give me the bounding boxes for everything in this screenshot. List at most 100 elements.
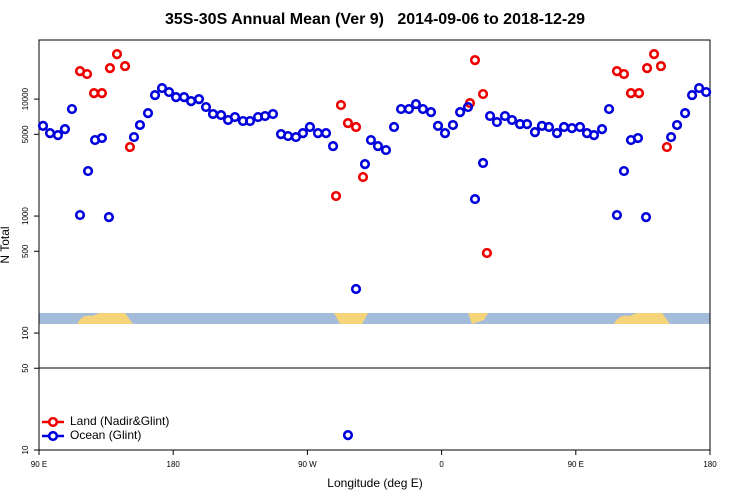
point — [640, 211, 652, 223]
point — [477, 88, 489, 100]
point — [403, 103, 415, 115]
land-strip — [468, 313, 488, 324]
point — [596, 123, 608, 135]
point — [665, 131, 677, 143]
y-axis-label: N Total — [0, 226, 12, 263]
point — [74, 209, 86, 221]
point — [694, 82, 705, 94]
point — [156, 82, 168, 94]
point — [365, 134, 377, 146]
point — [388, 121, 400, 133]
point — [432, 120, 444, 131]
point — [481, 247, 493, 259]
point — [229, 111, 241, 123]
point — [499, 110, 511, 122]
point — [81, 68, 93, 80]
point — [687, 89, 698, 101]
y-tick-label: 10000 — [21, 87, 30, 110]
point — [82, 165, 94, 177]
point — [350, 121, 362, 133]
x-tick-label: 0 — [439, 460, 444, 469]
point — [632, 132, 644, 144]
point — [551, 127, 563, 139]
point — [200, 101, 212, 113]
x-axis-label: Longitude (deg E) — [327, 476, 422, 490]
point — [163, 86, 175, 98]
point — [477, 157, 489, 169]
y-tick-label: 1000 — [21, 207, 30, 225]
land-strip — [614, 313, 670, 324]
land-strip — [77, 313, 133, 324]
point — [454, 107, 466, 118]
point — [462, 101, 474, 113]
point — [142, 107, 154, 119]
point — [506, 114, 518, 126]
point — [380, 144, 392, 156]
point — [335, 99, 347, 111]
point — [521, 119, 533, 130]
point — [611, 209, 623, 221]
point — [215, 109, 227, 121]
point — [244, 115, 256, 127]
point — [543, 121, 555, 133]
point — [59, 123, 71, 135]
point — [104, 63, 116, 74]
map-strip — [39, 313, 710, 324]
point — [491, 116, 503, 128]
y-tick-label: 10 — [21, 445, 30, 454]
point — [618, 165, 630, 177]
point — [679, 107, 691, 119]
point — [103, 211, 115, 223]
x-tick-label: 90 E — [568, 460, 584, 469]
point — [372, 140, 384, 152]
point — [128, 131, 140, 143]
point — [439, 127, 451, 139]
point — [342, 430, 354, 441]
point — [701, 86, 712, 98]
point — [149, 89, 161, 101]
point — [671, 119, 683, 131]
x-tick-label: 90 E — [31, 460, 47, 469]
point — [648, 48, 660, 60]
point — [66, 103, 78, 115]
point — [588, 130, 600, 141]
point — [410, 99, 422, 110]
point — [469, 54, 481, 66]
point — [603, 103, 615, 115]
y-tick-label: 5000 — [21, 125, 30, 143]
point — [661, 141, 673, 153]
x-tick-label: 180 — [167, 460, 181, 469]
x-tick-label: 90 W — [298, 460, 317, 469]
point — [447, 119, 459, 131]
point — [359, 159, 371, 170]
point — [304, 121, 316, 133]
point — [119, 60, 131, 72]
point — [655, 60, 667, 72]
land-strip — [334, 313, 368, 324]
point — [124, 141, 136, 153]
point — [417, 103, 429, 115]
point — [320, 127, 332, 139]
point — [529, 127, 541, 138]
legend-marker — [47, 416, 59, 428]
point — [342, 117, 354, 129]
point — [350, 283, 362, 295]
ocean-strip — [39, 313, 710, 324]
point — [425, 107, 437, 118]
legend-label: Land (Nadir&Glint) — [70, 414, 169, 428]
point — [134, 119, 146, 131]
point — [290, 131, 302, 143]
point — [484, 110, 496, 122]
plot-frame — [38, 39, 711, 451]
point — [96, 132, 108, 144]
legend-label: Ocean (Glint) — [70, 428, 141, 442]
legend-marker — [47, 430, 59, 442]
point — [267, 108, 279, 120]
chart-title: 35S-30S Annual Mean (Ver 9) 2014-09-06 t… — [165, 11, 585, 28]
y-tick-label: 100 — [21, 326, 30, 340]
point — [330, 190, 342, 202]
y-tick-label: 50 — [21, 363, 30, 372]
point — [178, 91, 190, 103]
